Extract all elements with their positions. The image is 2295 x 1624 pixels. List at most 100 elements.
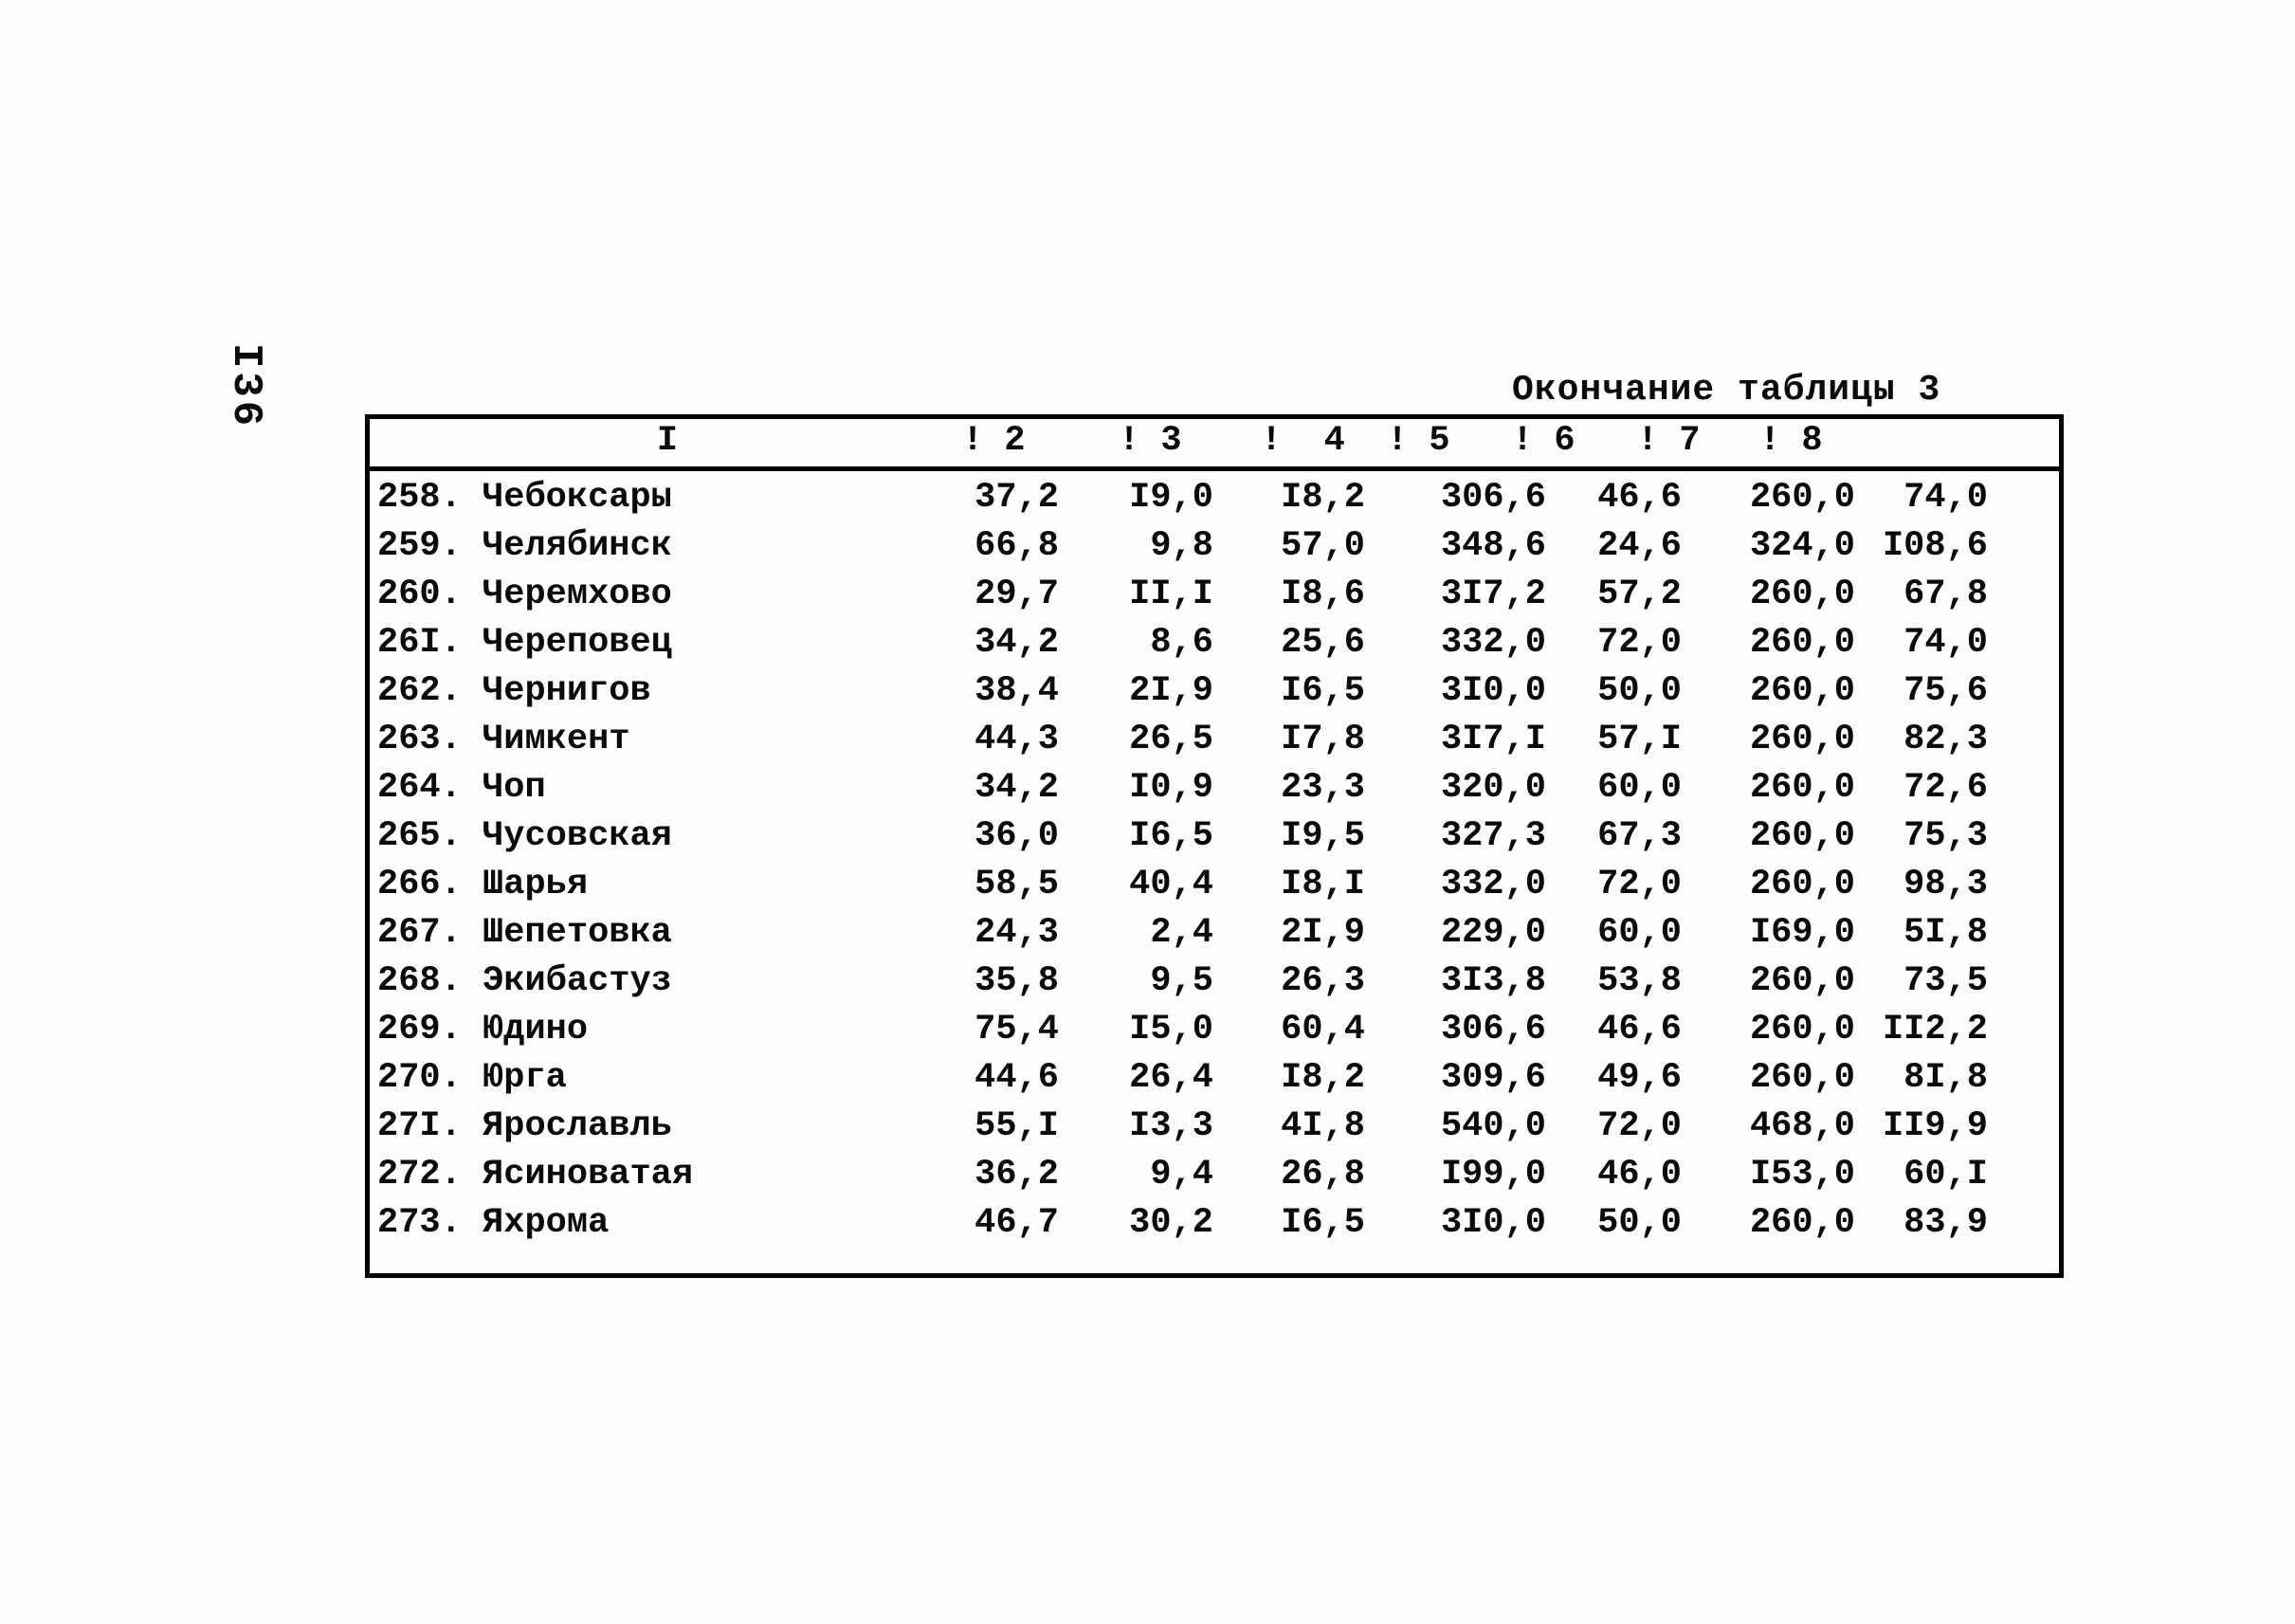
cell-value-col-5: 3I7,2 bbox=[1440, 575, 1546, 614]
cell-value-col-5: 306,6 bbox=[1440, 478, 1546, 518]
table-row: 26I. Череповец 34,2 8,6 25,6 332,0 72,0 260,0 7… bbox=[370, 619, 2059, 667]
cell-value-col-5: 3I3,8 bbox=[1440, 961, 1546, 1001]
cell-value-col-4: I8,2 bbox=[1281, 1058, 1365, 1098]
header-col-3: ! 3 bbox=[1119, 421, 1182, 461]
cell-value-col-8: 74,0 bbox=[1903, 478, 1988, 518]
row-label: 266. Шарья bbox=[377, 861, 588, 909]
table-row: 264. Чоп 34,2 I0,9 23,3 320,0 60,0 260,0 72,6 bbox=[370, 764, 2059, 812]
row-number: 269. bbox=[377, 1010, 462, 1049]
station-name: Ярославль bbox=[483, 1106, 672, 1146]
table-row: 263. Чимкент 44,3 26,5 I7,8 3I7,I 57,I 260,0 82… bbox=[370, 716, 2059, 764]
station-name: Юдино bbox=[483, 1010, 589, 1049]
cell-value-col-6: 60,0 bbox=[1597, 913, 1682, 953]
cell-value-col-5: 540,0 bbox=[1440, 1106, 1546, 1146]
row-number: 272. bbox=[377, 1155, 462, 1195]
row-number: 262. bbox=[377, 671, 462, 711]
cell-value-col-5: 309,6 bbox=[1440, 1058, 1546, 1098]
station-name: Чебоксары bbox=[483, 478, 672, 518]
table-row: 262. Чернигов 38,4 2I,9 I6,5 3I0,0 50,0 260,0 7… bbox=[370, 667, 2059, 716]
table-body: 258. Чебоксары 37,2 I9,0 I8,2 306,6 46,6 260,0… bbox=[370, 471, 2059, 1248]
cell-value-col-6: 60,0 bbox=[1597, 768, 1682, 808]
header-col-6: ! 6 bbox=[1512, 421, 1576, 461]
table-row: 269. Юдино 75,4 I5,0 60,4 306,6 46,6 260,0 II2,… bbox=[370, 1006, 2059, 1054]
cell-value-col-5: 3I7,I bbox=[1440, 720, 1546, 759]
cell-value-col-7: 260,0 bbox=[1749, 865, 1855, 904]
cell-value-col-8: 75,6 bbox=[1903, 671, 1988, 711]
cell-value-col-4: I8,6 bbox=[1281, 575, 1365, 614]
cell-value-col-2: 55,I bbox=[974, 1106, 1059, 1146]
cell-value-col-5: 348,6 bbox=[1440, 526, 1546, 566]
row-number: 265. bbox=[377, 816, 462, 856]
cell-value-col-4: 60,4 bbox=[1281, 1010, 1365, 1049]
cell-value-col-8: 83,9 bbox=[1903, 1203, 1988, 1243]
cell-value-col-8: 74,0 bbox=[1903, 623, 1988, 663]
cell-value-col-7: 260,0 bbox=[1749, 720, 1855, 759]
row-number: 266. bbox=[377, 865, 462, 904]
cell-value-col-7: 260,0 bbox=[1749, 1203, 1855, 1243]
cell-value-col-4: 23,3 bbox=[1281, 768, 1365, 808]
cell-value-col-6: 67,3 bbox=[1597, 816, 1682, 856]
cell-value-col-3: II,I bbox=[1129, 575, 1213, 614]
cell-value-col-5: 327,3 bbox=[1440, 816, 1546, 856]
cell-value-col-2: 36,0 bbox=[974, 816, 1059, 856]
cell-value-col-7: 324,0 bbox=[1749, 526, 1855, 566]
station-name: Шарья bbox=[483, 865, 589, 904]
header-col-5: ! 5 bbox=[1387, 421, 1450, 461]
cell-value-col-8: II2,2 bbox=[1882, 1010, 1988, 1049]
cell-value-col-7: 260,0 bbox=[1749, 768, 1855, 808]
cell-value-col-2: 29,7 bbox=[974, 575, 1059, 614]
row-number: 259. bbox=[377, 526, 462, 566]
cell-value-col-7: 260,0 bbox=[1749, 575, 1855, 614]
page-number: I36 bbox=[222, 343, 269, 430]
cell-value-col-6: 57,I bbox=[1597, 720, 1682, 759]
row-label: 270. Юрга bbox=[377, 1054, 567, 1103]
row-label: 268. Экибастуз bbox=[377, 958, 672, 1006]
row-number: 258. bbox=[377, 478, 462, 518]
cell-value-col-3: 26,4 bbox=[1129, 1058, 1213, 1098]
cell-value-col-7: 260,0 bbox=[1749, 623, 1855, 663]
cell-value-col-4: I6,5 bbox=[1281, 1203, 1365, 1243]
cell-value-col-8: 67,8 bbox=[1903, 575, 1988, 614]
cell-value-col-2: 44,3 bbox=[974, 720, 1059, 759]
cell-value-col-2: 75,4 bbox=[974, 1010, 1059, 1049]
cell-value-col-4: I6,5 bbox=[1281, 671, 1365, 711]
cell-value-col-8: 82,3 bbox=[1903, 720, 1988, 759]
header-col-4: ! 4 bbox=[1261, 421, 1345, 461]
cell-value-col-4: 2I,9 bbox=[1281, 913, 1365, 953]
cell-value-col-5: 229,0 bbox=[1440, 913, 1546, 953]
row-label: 258. Чебоксары bbox=[377, 474, 672, 522]
cell-value-col-3: I6,5 bbox=[1129, 816, 1213, 856]
station-name: Чимкент bbox=[483, 720, 630, 759]
row-number: 264. bbox=[377, 768, 462, 808]
cell-value-col-3: I0,9 bbox=[1129, 768, 1213, 808]
cell-value-col-7: I69,0 bbox=[1749, 913, 1855, 953]
cell-value-col-2: 34,2 bbox=[974, 623, 1059, 663]
table-row: 259. Челябинск 66,8 9,8 57,0 348,6 24,6 324,0 I… bbox=[370, 522, 2059, 571]
table-row: 273. Яхрома 46,7 30,2 I6,5 3I0,0 50,0 260,0 83,… bbox=[370, 1199, 2059, 1248]
row-number: 273. bbox=[377, 1203, 462, 1243]
row-number: 267. bbox=[377, 913, 462, 953]
row-label: 27I. Ярославль bbox=[377, 1103, 672, 1151]
cell-value-col-2: 66,8 bbox=[974, 526, 1059, 566]
cell-value-col-2: 38,4 bbox=[974, 671, 1059, 711]
cell-value-col-8: 75,3 bbox=[1903, 816, 1988, 856]
cell-value-col-3: 26,5 bbox=[1129, 720, 1213, 759]
cell-value-col-6: 46,6 bbox=[1597, 1010, 1682, 1049]
station-name: Чернигов bbox=[483, 671, 651, 711]
cell-value-col-6: 57,2 bbox=[1597, 575, 1682, 614]
cell-value-col-3: 40,4 bbox=[1129, 865, 1213, 904]
cell-value-col-6: 50,0 bbox=[1597, 1203, 1682, 1243]
cell-value-col-7: 468,0 bbox=[1749, 1106, 1855, 1146]
cell-value-col-5: 320,0 bbox=[1440, 768, 1546, 808]
cell-value-col-2: 36,2 bbox=[974, 1155, 1059, 1195]
data-table: I ! 2 ! 3 ! 4 ! 5 ! 6 ! 7 ! 8 258. Чебоксары 37… bbox=[365, 414, 2064, 1278]
cell-value-col-3: 8,6 bbox=[1150, 623, 1213, 663]
row-label: 269. Юдино bbox=[377, 1006, 588, 1054]
cell-value-col-4: I8,I bbox=[1281, 865, 1365, 904]
station-name: Черемхово bbox=[483, 575, 672, 614]
cell-value-col-8: II9,9 bbox=[1882, 1106, 1988, 1146]
row-number: 263. bbox=[377, 720, 462, 759]
cell-value-col-2: 24,3 bbox=[974, 913, 1059, 953]
cell-value-col-5: I99,0 bbox=[1440, 1155, 1546, 1195]
